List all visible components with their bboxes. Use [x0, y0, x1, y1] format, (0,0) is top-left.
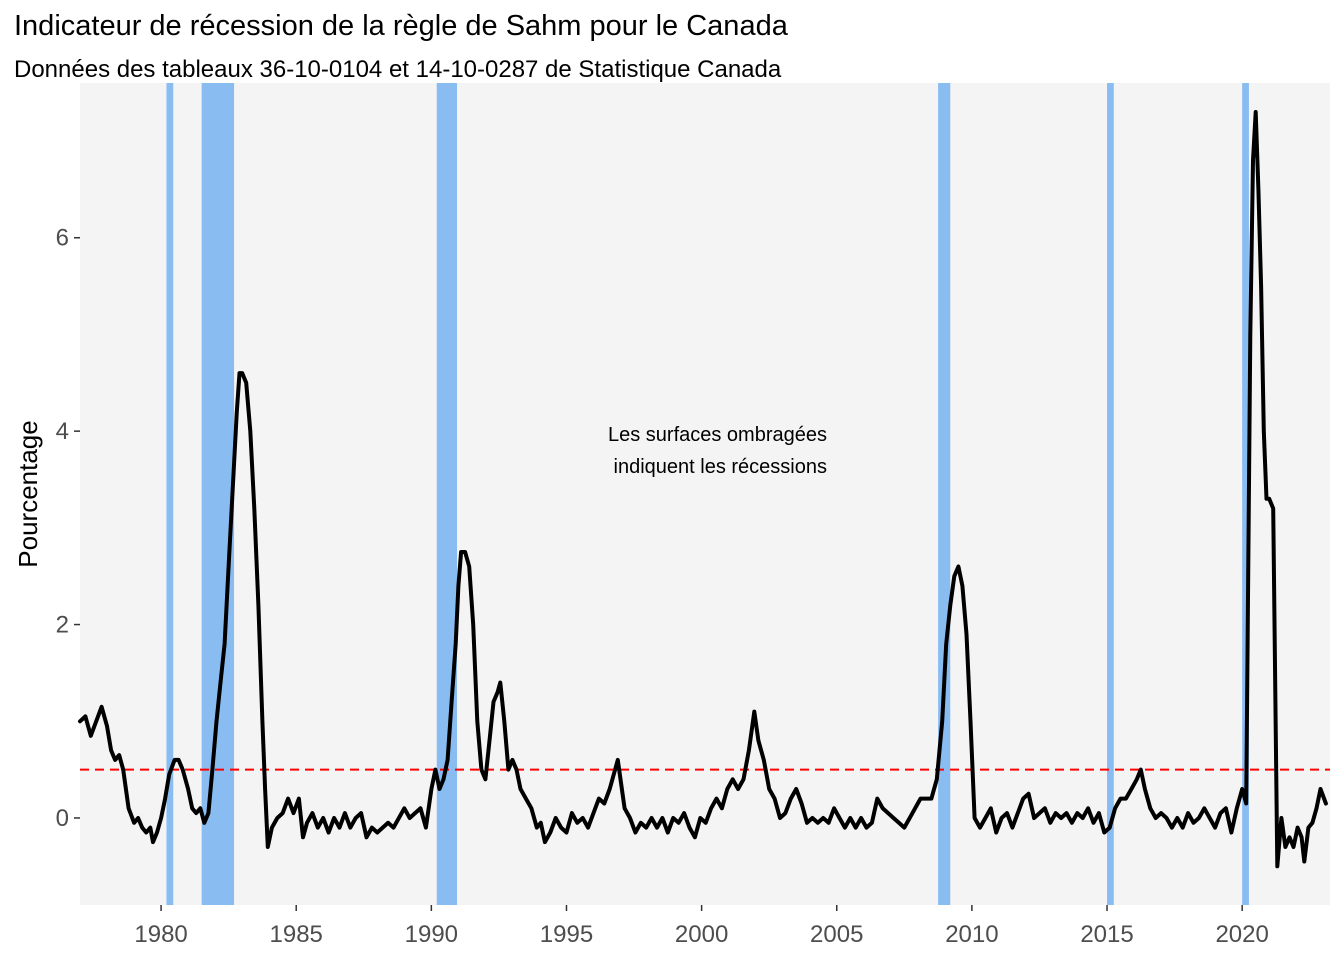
- x-tick-label-1995: 1995: [540, 921, 593, 948]
- x-tick-label-1980: 1980: [134, 921, 187, 948]
- chart-subtitle: Données des tableaux 36-10-0104 et 14-10…: [14, 56, 782, 83]
- x-tick-label-2005: 2005: [810, 921, 863, 948]
- x-tick-label-1985: 1985: [270, 921, 323, 948]
- x-tick-label-2020: 2020: [1215, 921, 1268, 948]
- y-tick-label-0: 0: [56, 805, 69, 832]
- y-tick-label-6: 6: [56, 225, 69, 252]
- y-tick-label-4: 4: [56, 418, 69, 445]
- annotation-line-2: indiquent les récessions: [614, 456, 827, 478]
- y-axis: 0 2 4 6: [56, 225, 80, 832]
- x-tick-label-2000: 2000: [675, 921, 728, 948]
- x-tick-label-2015: 2015: [1080, 921, 1133, 948]
- recession-band-6: [1242, 83, 1249, 905]
- x-tick-label-2010: 2010: [945, 921, 998, 948]
- annotation-line-1: Les surfaces ombragées: [608, 424, 827, 446]
- x-tick-label-1990: 1990: [405, 921, 458, 948]
- series-layer: [78, 110, 1328, 869]
- y-tick-label-2: 2: [56, 612, 69, 639]
- y-axis-label: Pourcentage: [13, 420, 43, 567]
- series-line-1: [78, 110, 1328, 869]
- plot-panel: [80, 83, 1330, 905]
- x-axis: 1980 1985 1990 1995 2000 2005 2010 2015 2020: [134, 905, 1269, 948]
- chart-title: Indicateur de récession de la règle de S…: [14, 10, 788, 42]
- recession-band-5: [1107, 83, 1114, 905]
- recession-band-1: [166, 83, 174, 905]
- recession-band-2: [201, 83, 235, 905]
- recession-band-4: [938, 83, 951, 905]
